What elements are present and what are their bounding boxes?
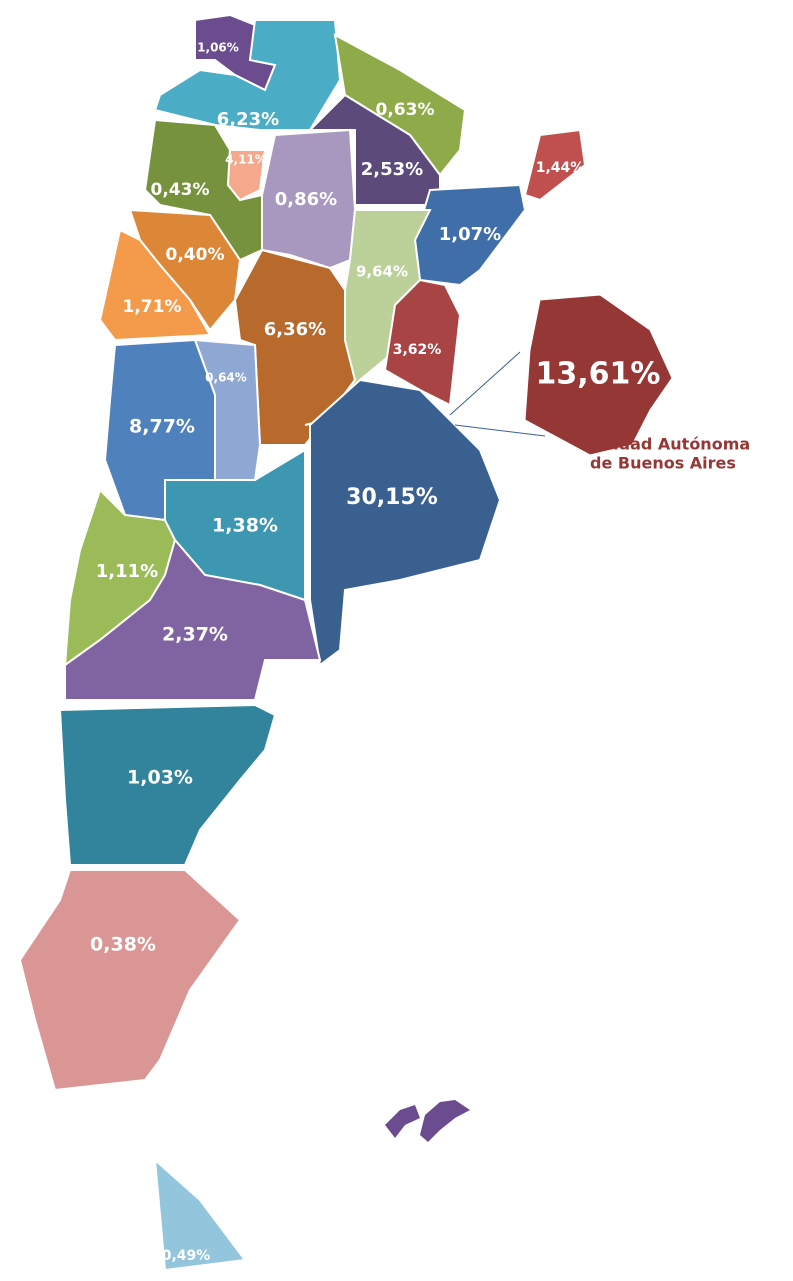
- province: [226, 149, 267, 202]
- province: [58, 703, 277, 866]
- province: [383, 278, 462, 407]
- inset-caption: Ciudad Autónoma: [590, 435, 750, 454]
- inset-label: 13,61%: [536, 357, 661, 392]
- province-label: 1,06%: [197, 41, 239, 55]
- province-label: 0,43%: [151, 180, 210, 200]
- province-label: 3,62%: [393, 342, 442, 358]
- province-label: 1,44%: [536, 160, 585, 176]
- islands: [385, 1100, 470, 1142]
- province-label: 0,49%: [162, 1248, 211, 1264]
- province-label: 1,38%: [212, 515, 278, 537]
- province: [98, 228, 212, 342]
- province: [307, 93, 441, 206]
- pointer-line: [449, 351, 521, 416]
- province-label: 6,23%: [217, 109, 279, 130]
- province-label: 2,37%: [162, 624, 228, 646]
- province: [18, 869, 242, 1092]
- province-label: 1,03%: [127, 767, 193, 789]
- province-label: 0,63%: [376, 100, 435, 120]
- province-label: 4,11%: [225, 153, 267, 167]
- province: [64, 537, 322, 701]
- province: [143, 118, 263, 262]
- province-label: 8,77%: [129, 416, 195, 438]
- province: [153, 1157, 247, 1272]
- inset-caption: de Buenos Aires: [590, 454, 736, 473]
- province-label: 6,36%: [264, 319, 326, 340]
- province-label: 0,40%: [166, 245, 225, 265]
- province-label: 1,07%: [439, 224, 501, 245]
- province-label: 1,11%: [96, 561, 158, 582]
- province-label: 0,64%: [205, 371, 247, 385]
- province-label: 0,38%: [90, 934, 156, 956]
- province-label: 0,86%: [275, 189, 337, 210]
- province-label: 2,53%: [361, 159, 423, 180]
- province: [153, 19, 342, 131]
- province: [309, 378, 502, 667]
- province: [523, 128, 587, 202]
- province-label: 9,64%: [356, 263, 408, 281]
- caba-inset: [524, 294, 673, 456]
- provinces: 1,06% 6,23% 0,63% 2,53% 1,44% 0,86% 0,43% 4,11%…: [18, 13, 587, 1272]
- pointer-line: [454, 424, 546, 437]
- province-label: 30,15%: [346, 485, 438, 510]
- province-label: 1,71%: [123, 297, 182, 317]
